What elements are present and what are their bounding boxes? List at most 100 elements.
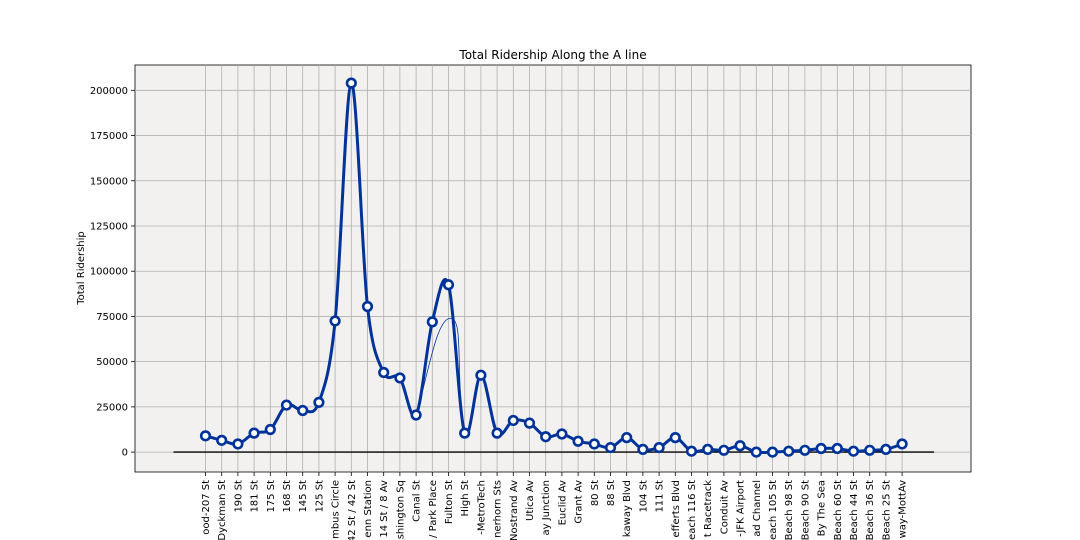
data-point: [799, 444, 811, 456]
x-tick-label: 125 St: [314, 480, 325, 513]
x-tick-label: -JFK Airport: [736, 480, 747, 537]
data-point: [766, 446, 779, 458]
data-point: [523, 417, 536, 429]
x-tick-label: Beach 36 St: [865, 480, 876, 540]
x-tick-label: t Racetrack: [703, 480, 714, 537]
x-tick-label: 111 St: [655, 480, 666, 513]
x-tick-label: 145 St: [298, 480, 309, 513]
x-tick-label: way-MottAv: [898, 480, 909, 539]
x-tick-label: By The Sea: [817, 480, 828, 536]
x-tick-label: ay Junction: [541, 480, 552, 536]
x-tick-label: / Park Place: [428, 480, 439, 538]
plot-area: [134, 64, 972, 473]
data-point: [815, 442, 827, 455]
x-tick-label: ad Channel: [752, 480, 763, 537]
data-point: [361, 300, 374, 313]
data-point: [864, 444, 876, 456]
data-point: [248, 427, 260, 439]
y-tick-label: 200000: [90, 86, 128, 97]
x-tick-label: Grant Av: [574, 480, 585, 524]
data-point: [313, 396, 325, 408]
data-point: [718, 444, 730, 456]
y-tick-label: 25000: [96, 402, 128, 413]
x-tick-label: Beach 60 St: [833, 480, 844, 540]
data-point: [345, 77, 357, 89]
x-tick-label: Euclid Av: [557, 480, 568, 525]
x-tick-label: 168 St: [282, 480, 293, 513]
data-point: [637, 443, 649, 455]
data-point: [702, 443, 714, 455]
data-point: [378, 366, 390, 379]
data-point: [507, 414, 519, 427]
y-tick-label: 100000: [90, 267, 128, 278]
data-point: [540, 431, 552, 443]
data-point: [572, 435, 584, 447]
data-point: [556, 428, 568, 440]
data-point: [216, 434, 228, 446]
data-point: [491, 427, 503, 439]
data-point: [459, 427, 471, 439]
data-points: [199, 77, 908, 458]
chart-title: Total Ridership Along the A line: [458, 48, 646, 62]
y-tick-label: 150000: [90, 176, 128, 187]
data-point: [199, 430, 212, 442]
y-tick-label: 175000: [90, 131, 128, 142]
data-point: [604, 441, 617, 454]
x-tick-label: ood-207 St: [201, 480, 212, 535]
data-point: [669, 432, 681, 444]
y-axis-label: Total Ridership: [76, 231, 87, 306]
x-tick-label: 14 St / 8 Av: [379, 480, 390, 538]
data-point: [880, 443, 892, 455]
data-point: [264, 423, 276, 436]
x-tick-label: 104 St: [638, 480, 649, 513]
data-point: [734, 440, 746, 452]
y-tick-label: 125000: [90, 221, 128, 232]
x-tick-label: -MetroTech: [476, 480, 487, 535]
data-point: [588, 438, 600, 450]
data-point: [685, 445, 698, 457]
x-tick-label: 80 St: [590, 480, 601, 506]
x-tick-label: kaway Blvd: [622, 480, 633, 537]
data-point: [475, 369, 487, 381]
x-tick-label: Beach 90 St: [800, 480, 811, 540]
x-tick-label: mbus Circle: [331, 480, 342, 539]
x-tick-label: Nostrand Av: [509, 480, 520, 540]
data-point: [653, 441, 665, 454]
data-point: [750, 446, 762, 458]
x-tick-label: 88 St: [606, 480, 617, 506]
data-point: [394, 372, 406, 384]
x-tick-label: 181 St: [250, 480, 261, 513]
data-point: [831, 442, 843, 455]
data-point: [442, 279, 455, 291]
x-tick-label: 190 St: [233, 480, 244, 513]
x-tick-label: Beach 44 St: [849, 480, 860, 540]
x-tick-label: Utica Av: [525, 480, 536, 521]
x-tick-label: enn Station: [363, 480, 374, 538]
data-point: [280, 399, 293, 411]
x-tick-label: efferts Blvd: [671, 480, 682, 538]
data-point: [426, 316, 438, 328]
data-point: [621, 432, 633, 444]
y-axis: 0 25000 50000 75000 100000 125000 150000 175000…: [90, 86, 135, 459]
x-tick-label: shington Sq: [395, 480, 406, 539]
x-tick-label: 42 St / 42 St: [347, 480, 358, 540]
x-tick-label: High St: [460, 480, 471, 517]
x-tick-label: Beach 25 St: [881, 480, 892, 540]
x-tick-label: each 116 St: [687, 480, 698, 540]
data-point: [232, 438, 244, 450]
y-tick-label: 0: [122, 448, 128, 459]
data-point: [896, 438, 908, 450]
x-tick-label: each 105 St: [768, 480, 779, 540]
x-axis: ood-207 St Dyckman St 190 St 181 St 175 St 16…: [201, 472, 909, 540]
x-tick-label: Conduit Av: [719, 480, 730, 534]
y-tick-label: 75000: [96, 312, 128, 323]
data-point: [847, 445, 860, 457]
x-tick-label: Fulton St: [444, 480, 455, 524]
data-point: [329, 315, 341, 327]
y-tick-label: 50000: [96, 357, 128, 368]
data-point: [297, 404, 309, 417]
x-tick-label: nerhorn Sts: [493, 480, 504, 538]
data-point: [783, 445, 795, 457]
x-tick-label: Beach 98 St: [784, 480, 795, 540]
